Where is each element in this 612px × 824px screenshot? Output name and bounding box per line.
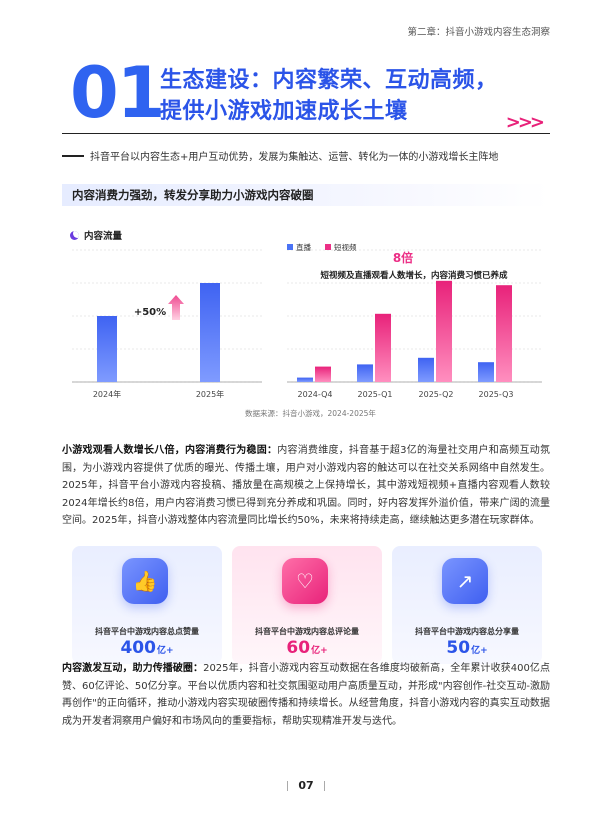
moon-icon	[70, 230, 79, 240]
chevron-arrows-icon: >>>	[505, 112, 545, 133]
stat-card-value: 400亿+	[72, 638, 222, 658]
stat-card-value: 60亿+	[232, 638, 382, 658]
left-chart-legend: 内容流量	[70, 228, 122, 242]
subtitle: 抖音平台以内容生态+用户互动优势，发展为集触达、运营、转化为一体的小游戏增长主阵…	[90, 152, 499, 163]
thumbs-up-icon: 👍	[122, 558, 168, 604]
stat-card-likes: 👍 抖音平台中游戏内容总点赞量 400亿+	[72, 546, 222, 664]
tick-label: 2025-Q3	[479, 390, 514, 399]
charts: 2024年 2025年 +50% 直播 短视频 2024-Q4 2025-Q1 2025-Q…	[72, 242, 542, 399]
stat-card-label: 抖音平台中游戏内容总点赞量	[95, 627, 199, 636]
title-divider	[62, 133, 550, 134]
subtitle-row: 抖音平台以内容生态+用户互动优势，发展为集触达、运营、转化为一体的小游戏增长主阵…	[62, 148, 498, 163]
tick-label: 2025年	[196, 389, 224, 399]
stat-value-number: 400	[120, 638, 156, 658]
stat-card-label: 抖音平台中游戏内容总评论量	[255, 627, 359, 636]
share-icon: ↗	[442, 558, 488, 604]
section-number: 01	[70, 52, 165, 134]
left-bar-chart: 2024年 2025年 +50%	[72, 249, 262, 399]
stat-card-comments: ♡ 抖音平台中游戏内容总评论量 60亿+	[232, 546, 382, 664]
comment-icon: ♡	[282, 558, 328, 604]
stat-cards: 👍 抖音平台中游戏内容总点赞量 400亿+ ♡ 抖音平台中游戏内容总评论量 60…	[62, 546, 550, 664]
paragraph-1: 小游戏观看人数增长八倍，内容消费行为稳固：内容消费维度，抖音基于超3亿的海量社交…	[62, 442, 550, 530]
bar	[315, 366, 331, 382]
title-line-2: 提供小游戏加速成长土壤	[160, 99, 408, 124]
stat-value-unit: 亿+	[311, 646, 328, 656]
stat-value-unit: 亿+	[471, 646, 488, 656]
right-bar-chart: 直播 短视频 2024-Q4 2025-Q1 2025-Q2 2025-Q3 8倍短视频及直…	[287, 242, 542, 399]
bar	[436, 280, 452, 382]
bar	[418, 357, 434, 382]
left-chart-legend-label: 内容流量	[84, 231, 123, 242]
growth-label: 8倍	[393, 250, 413, 265]
growth-label: +50%	[134, 307, 166, 318]
tick-label: 2024-Q4	[298, 390, 333, 399]
paragraph-1-body: 内容消费维度，抖音基于超3亿的海量社交用户和高频互动氛围，为小游戏内容提供了优质…	[62, 445, 550, 526]
bar	[200, 283, 220, 382]
chart-annotation: 短视频及直播观看人数增长，内容消费习惯已养成	[320, 270, 508, 281]
stat-card-label: 抖音平台中游戏内容总分享量	[415, 627, 519, 636]
title-line-1: 生态建设：内容繁荣、互动高频，	[160, 68, 498, 93]
bar	[297, 377, 313, 382]
stat-value-number: 60	[286, 638, 311, 658]
up-arrow-icon	[168, 295, 184, 320]
tick-label: 2025-Q2	[419, 390, 454, 399]
tick-label: 2024年	[93, 389, 121, 399]
paragraph-2-body: 2025年，抖音小游戏内容互动数据在各维度均破新高，全年累计收获400亿点赞、6…	[62, 663, 550, 727]
legend-label: 直播	[296, 242, 311, 252]
bar	[375, 313, 391, 382]
bar	[496, 285, 512, 382]
page-title: 生态建设：内容繁荣、互动高频， 提供小游戏加速成长土壤	[160, 65, 498, 127]
page-number-value: 07	[298, 779, 314, 792]
bar	[357, 364, 373, 382]
subtitle-dash	[62, 154, 84, 157]
page-number: 07	[0, 779, 612, 792]
paragraph-1-lead: 小游戏观看人数增长八倍，内容消费行为稳固：	[62, 445, 278, 456]
section-heading: 内容消费力强劲，转发分享助力小游戏内容破圈	[62, 184, 550, 206]
chapter-label: 第二章：抖音小游戏内容生态洞察	[407, 27, 550, 38]
legend-label: 短视频	[334, 242, 357, 252]
paragraph-2-lead: 内容激发互动，助力传播破圈：	[62, 663, 204, 674]
legend-swatch	[287, 244, 293, 250]
bar	[97, 316, 117, 382]
stat-card-shares: ↗ 抖音平台中游戏内容总分享量 50亿+	[392, 546, 542, 664]
stat-value-number: 50	[446, 638, 471, 658]
tick-label: 2025-Q1	[358, 390, 393, 399]
data-source: 数据来源：抖音小游戏，2024-2025年	[245, 409, 376, 418]
paragraph-2: 内容激发互动，助力传播破圈：2025年，抖音小游戏内容互动数据在各维度均破新高，…	[62, 660, 550, 730]
stat-card-value: 50亿+	[392, 638, 542, 658]
legend-swatch	[325, 244, 331, 250]
stat-value-unit: 亿+	[156, 646, 174, 656]
bar	[478, 362, 494, 382]
